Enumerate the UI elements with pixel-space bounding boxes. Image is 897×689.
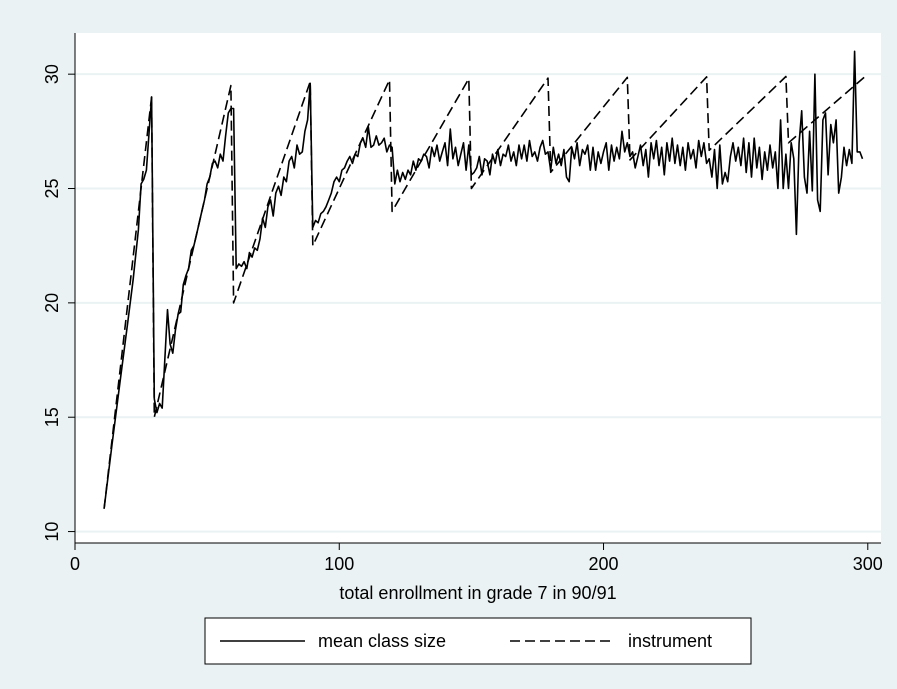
y-tick-label-2: 20 — [42, 293, 62, 313]
legend-label-instrument: instrument — [628, 631, 712, 651]
series-lines — [103, 50, 866, 509]
x-tick-label-0: 0 — [70, 554, 80, 574]
y-tick-label-4: 30 — [42, 64, 62, 84]
y-tick-label-1: 15 — [42, 407, 62, 427]
series-instrument-line — [103, 75, 866, 509]
y-tick-label-0: 10 — [42, 522, 62, 542]
x-tick-label-1: 100 — [324, 554, 354, 574]
grid-lines — [75, 73, 881, 533]
x-tick-label-2: 200 — [589, 554, 619, 574]
y-tick-label-3: 25 — [42, 179, 62, 199]
legend-label-mean-class-size: mean class size — [318, 631, 446, 651]
legend: mean class size instrument — [204, 617, 752, 665]
x-axis-title: total enrollment in grade 7 in 90/91 — [339, 583, 616, 603]
x-tick-label-3: 300 — [853, 554, 883, 574]
plot-area — [75, 33, 881, 543]
